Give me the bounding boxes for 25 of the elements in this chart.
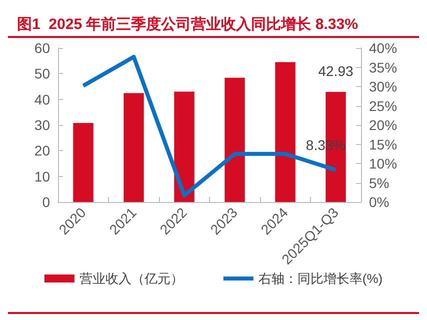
y2-tick-label: 30% — [369, 78, 398, 94]
y2-tick-label: 20% — [369, 117, 398, 133]
y-tick-label: 30 — [34, 117, 50, 133]
y2-tick-label: 0% — [369, 194, 390, 210]
y-tick-label: 40 — [34, 91, 50, 108]
y2-tick-label: 35% — [369, 59, 398, 76]
chart-title: 图1 2025 年前三季度公司营业收入同比增长 8.33% — [17, 15, 358, 33]
bar — [275, 62, 296, 202]
y-tick-label: 60 — [34, 40, 50, 56]
y2-tick-label: 25% — [369, 98, 398, 114]
y2-tick-label: 10% — [369, 156, 398, 172]
y-tick-label: 50 — [34, 66, 50, 82]
legend-label: 右轴：同比增长率(%) — [258, 271, 383, 286]
bar — [73, 122, 94, 202]
bar — [224, 78, 245, 202]
bar — [124, 93, 144, 202]
y2-tick-label: 40% — [369, 40, 398, 56]
bar — [174, 92, 194, 202]
y2-tick-label: 5% — [369, 174, 390, 191]
y2-tick-label: 15% — [369, 136, 398, 152]
y-tick-label: 0 — [42, 194, 50, 210]
y-tick-label: 20 — [34, 142, 50, 159]
legend-label: 营业收入（亿元） — [79, 271, 184, 286]
data-label: 42.93 — [318, 62, 354, 79]
y-tick-label: 10 — [34, 168, 50, 184]
